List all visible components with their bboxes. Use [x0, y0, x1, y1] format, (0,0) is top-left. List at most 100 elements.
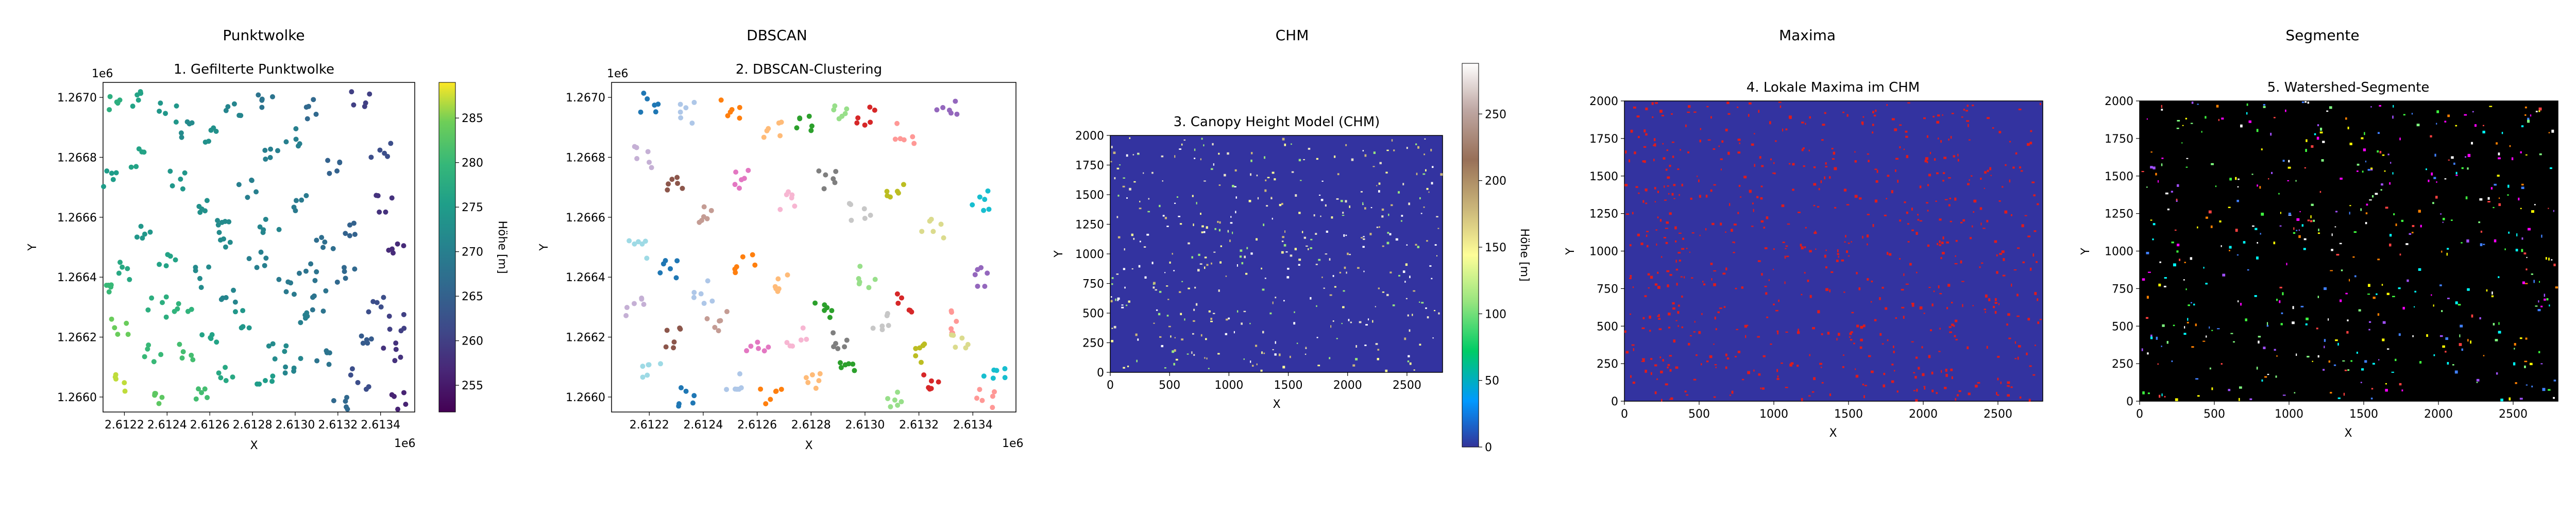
segment-cell: [2366, 203, 2368, 206]
panel-title-segmente: Segmente: [2285, 27, 2359, 44]
segment-cell: [2293, 227, 2295, 230]
maxima-cell: [1632, 381, 1635, 384]
scatter-point: [342, 269, 347, 274]
maxima-cell: [1862, 116, 1865, 118]
segment-cell: [2185, 288, 2187, 290]
maxima-cell: [1851, 312, 1854, 314]
maxima-cell: [1801, 122, 1804, 124]
segment-cell: [2382, 338, 2385, 341]
maxima-cell: [1776, 369, 1778, 372]
segment-cell: [2295, 180, 2297, 182]
cluster-point: [982, 197, 988, 202]
cluster-point: [948, 110, 954, 116]
colorbar-tick-label: 260: [462, 335, 483, 348]
chm-cell: [1298, 212, 1301, 214]
segment-cell: [2344, 369, 2347, 371]
maxima-cell: [1634, 151, 1636, 154]
cluster-point: [789, 195, 794, 201]
y-axis-label-maxima: Y: [1564, 248, 1577, 255]
segment-cell: [2380, 189, 2382, 191]
maxima-cell: [1853, 342, 1855, 345]
segment-cell: [2222, 273, 2226, 277]
maxima-cell: [1870, 301, 1872, 303]
scatter-point: [262, 147, 268, 153]
maxima-cell: [1658, 328, 1662, 330]
scatter-point: [368, 154, 374, 160]
chm-cell: [1413, 290, 1416, 292]
segment-cell: [2474, 124, 2477, 127]
scatter-point: [401, 243, 406, 249]
segment-cell: [2555, 286, 2558, 289]
maxima-cell: [1645, 107, 1648, 111]
segment-cell: [2254, 295, 2257, 297]
chm-cell: [1162, 215, 1165, 217]
segment-cell: [2518, 197, 2520, 201]
chm-cell: [1434, 310, 1436, 312]
maxima-cell: [1998, 131, 2002, 133]
segment-cell: [2447, 298, 2450, 299]
chm-cell: [1323, 287, 1325, 289]
chm-cell: [1193, 354, 1195, 356]
maxima-cell: [1946, 307, 1948, 310]
segment-cell: [2439, 335, 2443, 337]
maxima-cell: [1657, 286, 1660, 289]
chm-cell: [1423, 206, 1425, 208]
chm-cell: [1423, 153, 1426, 156]
cluster-point: [852, 368, 857, 373]
chm-cell: [1321, 277, 1323, 279]
x-tick-label: 500: [1159, 379, 1180, 392]
maxima-cell: [1924, 160, 1927, 163]
maxima-cell: [1903, 273, 1905, 276]
maxima-cell: [1951, 376, 1953, 380]
maxima-cell: [1883, 384, 1886, 388]
segment-cell: [2310, 220, 2313, 222]
maxima-cell: [1646, 234, 1648, 237]
maxima-cell: [1996, 391, 1997, 395]
colorbar-tick-label: 270: [462, 246, 483, 259]
segment-cell: [2534, 204, 2536, 205]
maxima-cell: [1656, 378, 1658, 380]
segment-cell: [2496, 372, 2498, 375]
scatter-point: [128, 164, 134, 170]
chm-cell: [1132, 154, 1134, 156]
maxima-cell: [1825, 266, 1827, 269]
segment-cell: [2240, 124, 2243, 128]
maxima-cell: [1664, 199, 1667, 201]
chm-cell: [1419, 197, 1421, 199]
segment-cell: [2420, 225, 2422, 228]
chm-cell: [1375, 343, 1378, 345]
scatter-point: [145, 307, 151, 313]
chm-cell: [1236, 264, 1239, 267]
maxima-cell: [1905, 283, 1909, 285]
maxima-cell: [1625, 351, 1629, 354]
chm-cell: [1331, 216, 1333, 219]
segment-cell: [2495, 339, 2498, 341]
chm-cell: [1113, 151, 1116, 154]
maxima-cell: [1899, 124, 1902, 126]
segment-cell: [2295, 353, 2297, 356]
chm-cell: [1382, 245, 1384, 247]
chm-cell: [1193, 320, 1195, 322]
maxima-cell: [1659, 219, 1662, 222]
chm-cell: [1281, 241, 1284, 243]
y-tick-label: 1500: [2105, 170, 2133, 183]
maxima-cell: [1862, 235, 1863, 239]
scatter-point: [389, 195, 395, 201]
y-tick-label: 250: [1597, 358, 1618, 371]
maxima-cell: [1680, 276, 1683, 278]
chm-cell: [1256, 363, 1258, 366]
cluster-point: [673, 275, 679, 281]
chm-cell: [1377, 349, 1380, 351]
maxima-cell: [1911, 302, 1914, 305]
segment-cell: [2152, 238, 2154, 241]
maxima-cell: [1876, 169, 1878, 173]
scatter-point: [360, 340, 366, 346]
maxima-cell: [1986, 220, 1989, 222]
segment-cell: [2141, 348, 2143, 351]
chm-cell: [1117, 236, 1121, 238]
maxima-cell: [1996, 271, 1998, 274]
scatter-point: [179, 134, 184, 140]
chm-cell: [1232, 231, 1233, 234]
maxima-cell: [1748, 102, 1752, 105]
